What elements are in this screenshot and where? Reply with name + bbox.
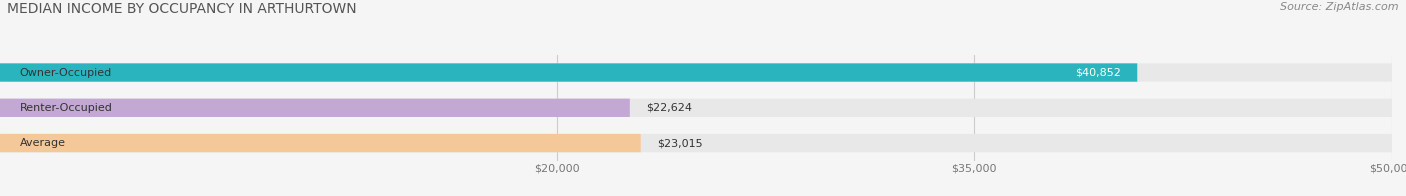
Text: Renter-Occupied: Renter-Occupied bbox=[20, 103, 112, 113]
Text: $40,852: $40,852 bbox=[1074, 67, 1121, 78]
Text: MEDIAN INCOME BY OCCUPANCY IN ARTHURTOWN: MEDIAN INCOME BY OCCUPANCY IN ARTHURTOWN bbox=[7, 2, 357, 16]
Text: Average: Average bbox=[20, 138, 66, 148]
FancyBboxPatch shape bbox=[0, 99, 630, 117]
FancyBboxPatch shape bbox=[0, 99, 1392, 117]
Text: $22,624: $22,624 bbox=[647, 103, 693, 113]
Text: $23,015: $23,015 bbox=[658, 138, 703, 148]
Text: Source: ZipAtlas.com: Source: ZipAtlas.com bbox=[1281, 2, 1399, 12]
FancyBboxPatch shape bbox=[0, 63, 1392, 82]
Text: Owner-Occupied: Owner-Occupied bbox=[20, 67, 111, 78]
FancyBboxPatch shape bbox=[0, 134, 641, 152]
FancyBboxPatch shape bbox=[0, 134, 1392, 152]
FancyBboxPatch shape bbox=[0, 63, 1137, 82]
